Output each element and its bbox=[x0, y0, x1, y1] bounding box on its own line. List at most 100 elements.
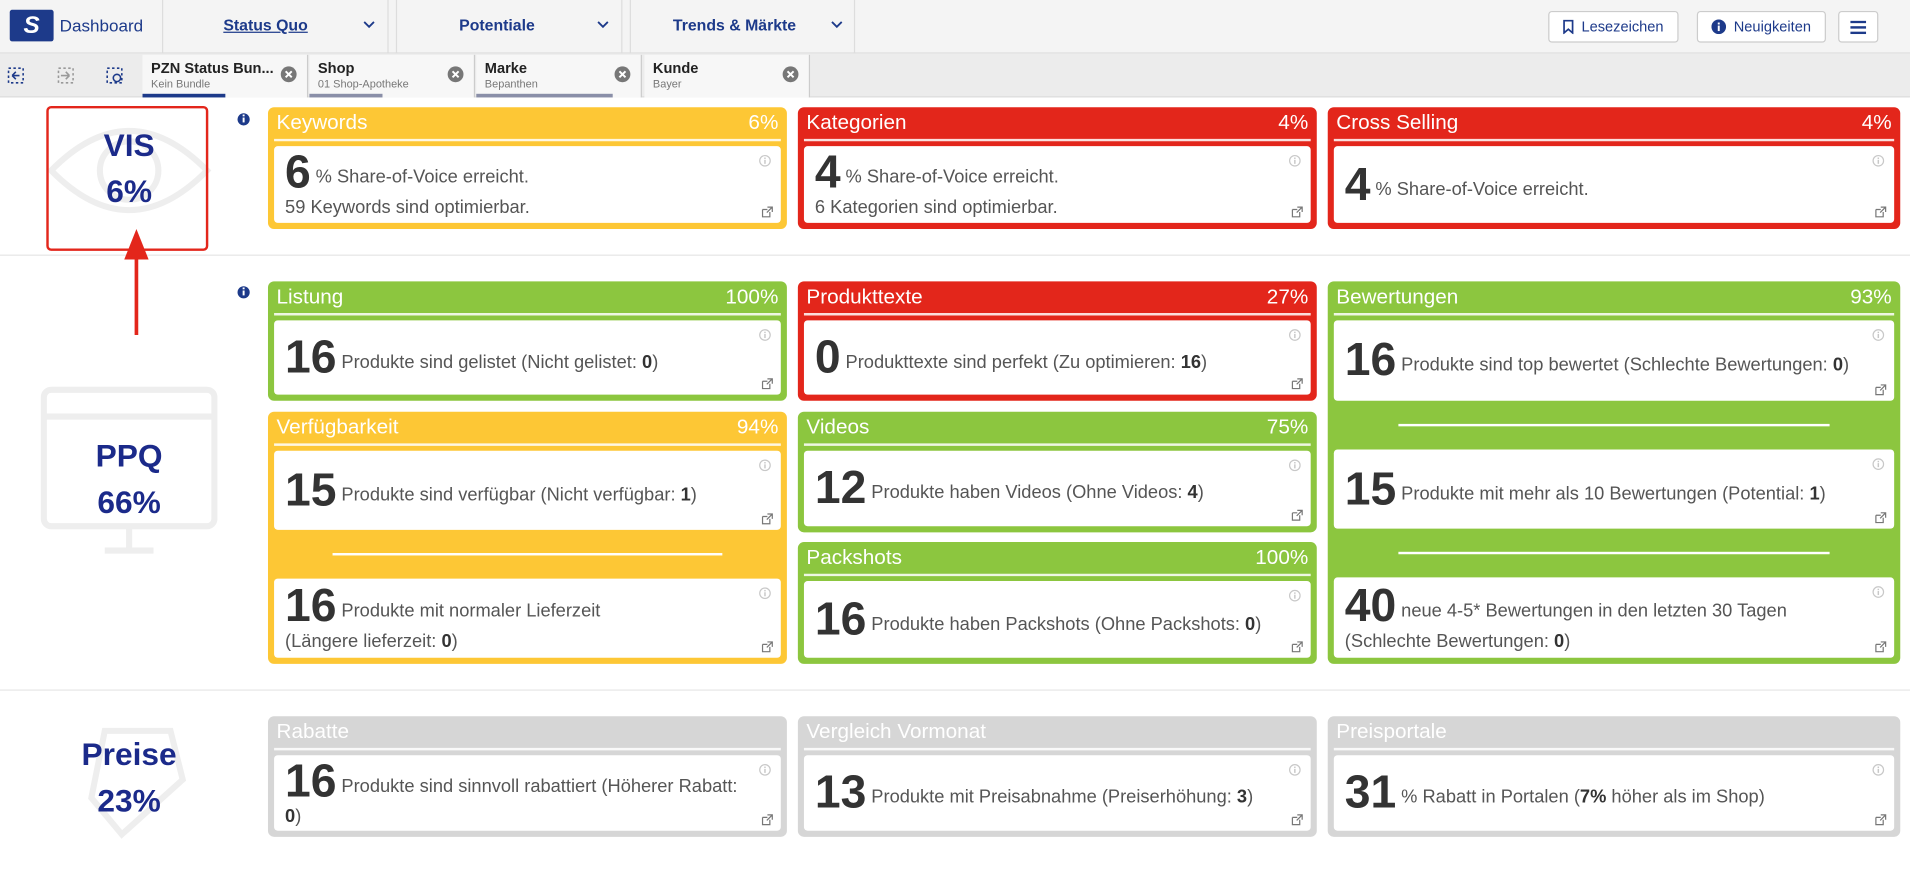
external-link[interactable] bbox=[761, 641, 773, 653]
button-label: Lesezeichen bbox=[1581, 18, 1664, 36]
bookmark-icon bbox=[1563, 19, 1574, 35]
section-score: 6% bbox=[106, 172, 152, 210]
kpi-number: 31 bbox=[1344, 767, 1397, 819]
kpi-value: 1 bbox=[1809, 482, 1820, 504]
card-title: Verfügbarkeit bbox=[276, 415, 399, 439]
tab-subtitle: Kein Bundle bbox=[151, 77, 211, 91]
tab-title: Marke bbox=[484, 59, 528, 77]
info-icon[interactable] bbox=[1872, 586, 1885, 599]
external-link[interactable] bbox=[1875, 814, 1887, 826]
separator bbox=[1334, 529, 1894, 578]
divider bbox=[853, 0, 856, 54]
close-tab[interactable] bbox=[447, 66, 464, 83]
info-icon[interactable] bbox=[1289, 763, 1301, 776]
card-header: Bewertungen 93% bbox=[1333, 281, 1895, 316]
kpi-number: 6 bbox=[285, 147, 311, 199]
kpi-text: 16 Produkte mit normaler Lieferzeit (Länge… bbox=[285, 583, 600, 652]
external-link[interactable] bbox=[1291, 206, 1303, 218]
nav-item[interactable]: Trends & Märkte bbox=[672, 15, 797, 35]
chevron bbox=[831, 21, 843, 29]
tab[interactable]: Marke Bepanthen bbox=[476, 54, 642, 98]
card-header: Vergleich Vormonat bbox=[803, 716, 1311, 751]
divider bbox=[162, 0, 164, 54]
info-icon[interactable] bbox=[759, 329, 771, 341]
tab-subtitle: Bayer bbox=[652, 77, 682, 91]
app-title[interactable]: Dashboard bbox=[59, 15, 144, 36]
external-link[interactable] bbox=[1291, 509, 1303, 521]
kpi-text: 40 neue 4-5* Bewertungen in den letzten 3… bbox=[1345, 583, 1787, 652]
card-title: Bewertungen bbox=[1336, 285, 1459, 309]
external-link[interactable] bbox=[1291, 378, 1303, 390]
info-icon[interactable] bbox=[1872, 154, 1885, 167]
info-icon[interactable] bbox=[1872, 763, 1885, 776]
kpi-label: Produkte sind verfügbar (Nicht verfügbar… bbox=[341, 484, 681, 505]
external-link[interactable] bbox=[1875, 641, 1887, 653]
tab-title: Shop bbox=[317, 59, 355, 77]
bookmark-button[interactable]: Lesezeichen bbox=[1548, 10, 1679, 43]
kpi-value: 0 bbox=[285, 805, 296, 827]
kpi-label: Produkte sind sinnvoll rabattiert (Höher… bbox=[341, 775, 738, 797]
close-tab[interactable] bbox=[782, 66, 799, 83]
external-link[interactable] bbox=[761, 378, 773, 390]
tab-underline bbox=[476, 93, 613, 98]
kpi-label: ) bbox=[652, 351, 659, 373]
nav-item[interactable]: Status Quo bbox=[223, 15, 308, 35]
kpi-text: 16 Produkte sind sinnvoll rabattiert (Höh… bbox=[285, 758, 752, 827]
kpi-item: 16 Produkte sind gelistet (Nicht gelistet… bbox=[274, 320, 781, 395]
card-title: Listung bbox=[276, 285, 344, 309]
kpi-label: % Share-of-Voice erreicht. bbox=[315, 166, 529, 188]
kpi-value: 0 bbox=[1245, 613, 1256, 635]
menu-button[interactable] bbox=[1838, 10, 1879, 43]
kpi-item: 16 Produkte mit normaler Lieferzeit (Länge… bbox=[274, 578, 781, 658]
info-icon[interactable] bbox=[759, 763, 771, 776]
kpi-number: 16 bbox=[285, 581, 337, 633]
info-icon[interactable] bbox=[759, 459, 771, 472]
divider bbox=[621, 0, 623, 54]
card-header: Listung 100% bbox=[274, 281, 781, 316]
close-tab[interactable] bbox=[614, 66, 631, 83]
external-link[interactable] bbox=[761, 513, 773, 525]
card-header: Kategorien 4% bbox=[803, 107, 1311, 142]
card-title: Rabatte bbox=[276, 719, 350, 744]
kpi-label: ) bbox=[1247, 786, 1254, 808]
kpi-text: 16 Produkte sind top bewertet (Schlechte … bbox=[1345, 337, 1849, 383]
info-icon[interactable] bbox=[1289, 459, 1301, 472]
info-icon[interactable] bbox=[1872, 457, 1885, 470]
logo[interactable]: S bbox=[9, 9, 54, 42]
card-percent: 75% bbox=[1266, 415, 1309, 439]
button-label: Neuigkeiten bbox=[1733, 18, 1811, 36]
tab[interactable]: Kunde Bayer bbox=[644, 54, 811, 98]
info-icon[interactable] bbox=[759, 154, 771, 167]
kpi-label: ) bbox=[295, 805, 302, 827]
external-link[interactable] bbox=[1291, 641, 1303, 653]
kpi-label: Produkte haben Videos (Ohne Videos: bbox=[871, 482, 1188, 504]
nav-item[interactable]: Potentiale bbox=[459, 15, 535, 35]
external-link[interactable] bbox=[761, 206, 773, 218]
external-link[interactable] bbox=[761, 814, 773, 826]
tab[interactable]: Shop 01 Shop-Apotheke bbox=[309, 54, 476, 98]
kpi-label: ) bbox=[451, 630, 458, 652]
external-link[interactable] bbox=[1291, 814, 1303, 826]
external-link[interactable] bbox=[1875, 383, 1887, 395]
kpi-value: 0 bbox=[1832, 354, 1844, 375]
info-icon[interactable] bbox=[1872, 329, 1885, 341]
info-icon[interactable] bbox=[759, 587, 771, 600]
external-link[interactable] bbox=[1875, 512, 1887, 524]
kpi-number: 16 bbox=[285, 331, 337, 384]
kpi-number: 0 bbox=[814, 331, 841, 384]
news-button[interactable]: Neuigkeiten bbox=[1696, 10, 1826, 43]
kpi-card: Videos 75% 12 Produkte haben Videos (Ohne V… bbox=[797, 411, 1317, 533]
kpi-label: 6 Kategorien sind optimierbar. bbox=[814, 197, 1058, 219]
section-label: PPQ 66% bbox=[49, 432, 210, 525]
close-tab[interactable] bbox=[280, 66, 297, 83]
separator bbox=[274, 530, 781, 579]
tab[interactable]: PZN Status Bun... Kein Bundle bbox=[142, 54, 309, 98]
info-icon[interactable] bbox=[1289, 154, 1301, 167]
kpi-number: 15 bbox=[285, 464, 337, 516]
kpi-number: 4 bbox=[814, 147, 841, 199]
info-icon[interactable] bbox=[1289, 329, 1301, 341]
external-link[interactable] bbox=[1875, 206, 1887, 218]
card-header: Packshots 100% bbox=[803, 542, 1311, 577]
kpi-text: 13 Produkte mit Preisabnahme (Preiserhöhu… bbox=[815, 770, 1253, 816]
info-icon[interactable] bbox=[1289, 589, 1301, 602]
